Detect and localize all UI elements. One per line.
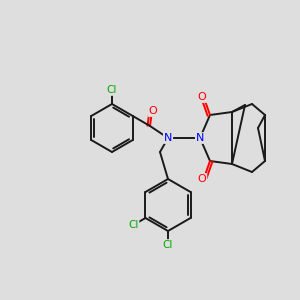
Text: O: O — [148, 106, 158, 116]
Text: Cl: Cl — [107, 85, 117, 95]
Text: O: O — [198, 92, 206, 102]
Text: Cl: Cl — [163, 240, 173, 250]
Text: N: N — [164, 133, 172, 143]
Text: Cl: Cl — [128, 220, 139, 230]
Text: N: N — [196, 133, 204, 143]
Text: O: O — [198, 174, 206, 184]
